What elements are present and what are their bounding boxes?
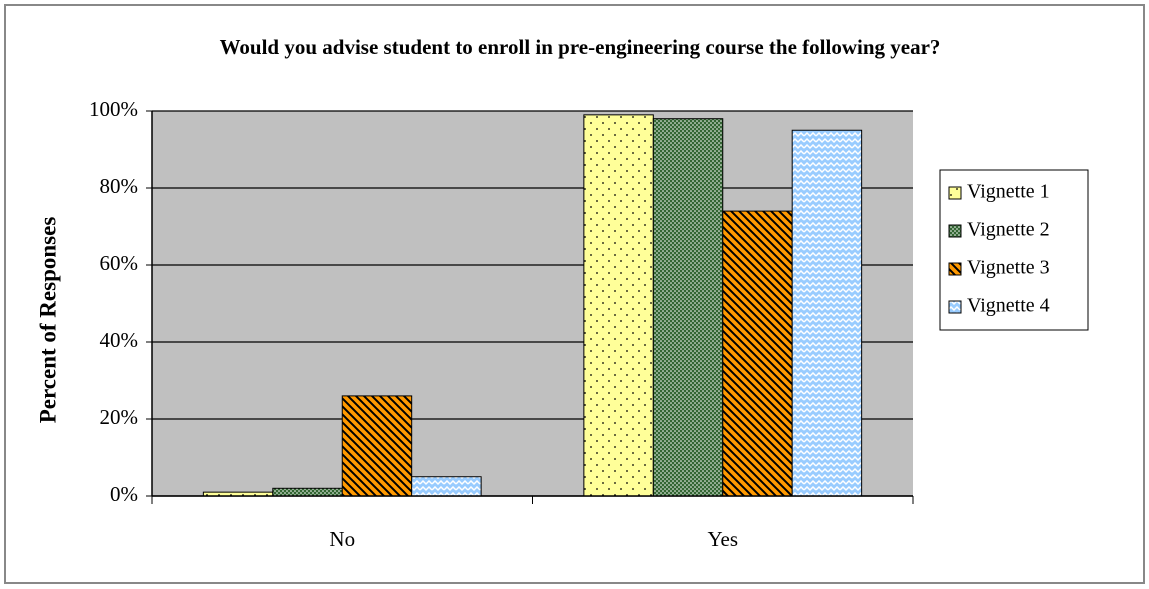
y-tick-label: 80% [100,174,139,198]
legend-label: Vignette 1 [967,181,1050,203]
legend-label: Vignette 2 [967,219,1050,241]
y-tick-label: 60% [100,251,139,275]
bar [583,114,654,497]
bar [341,395,413,497]
bar [411,476,482,497]
legend-swatch [948,300,962,314]
y-tick-label: 0% [110,482,138,506]
legend-label: Vignette 4 [967,295,1050,317]
legend-box [939,169,1089,331]
x-tick-label: Yes [707,527,738,551]
chart-title: Would you advise student to enroll in pr… [219,35,941,59]
legend-swatch [948,224,962,238]
bar [272,487,343,497]
y-tick-label: 20% [100,405,139,429]
y-tick-label: 100% [89,97,138,121]
bar [722,210,793,497]
y-tick-label: 40% [100,328,139,352]
y-axis-label: Percent of Responses [35,217,60,424]
legend-swatch [948,186,962,200]
legend-label: Vignette 3 [967,257,1050,279]
legend-swatch [948,262,962,276]
x-tick-label: No [329,527,355,551]
bar [652,118,724,497]
bar [791,129,863,497]
